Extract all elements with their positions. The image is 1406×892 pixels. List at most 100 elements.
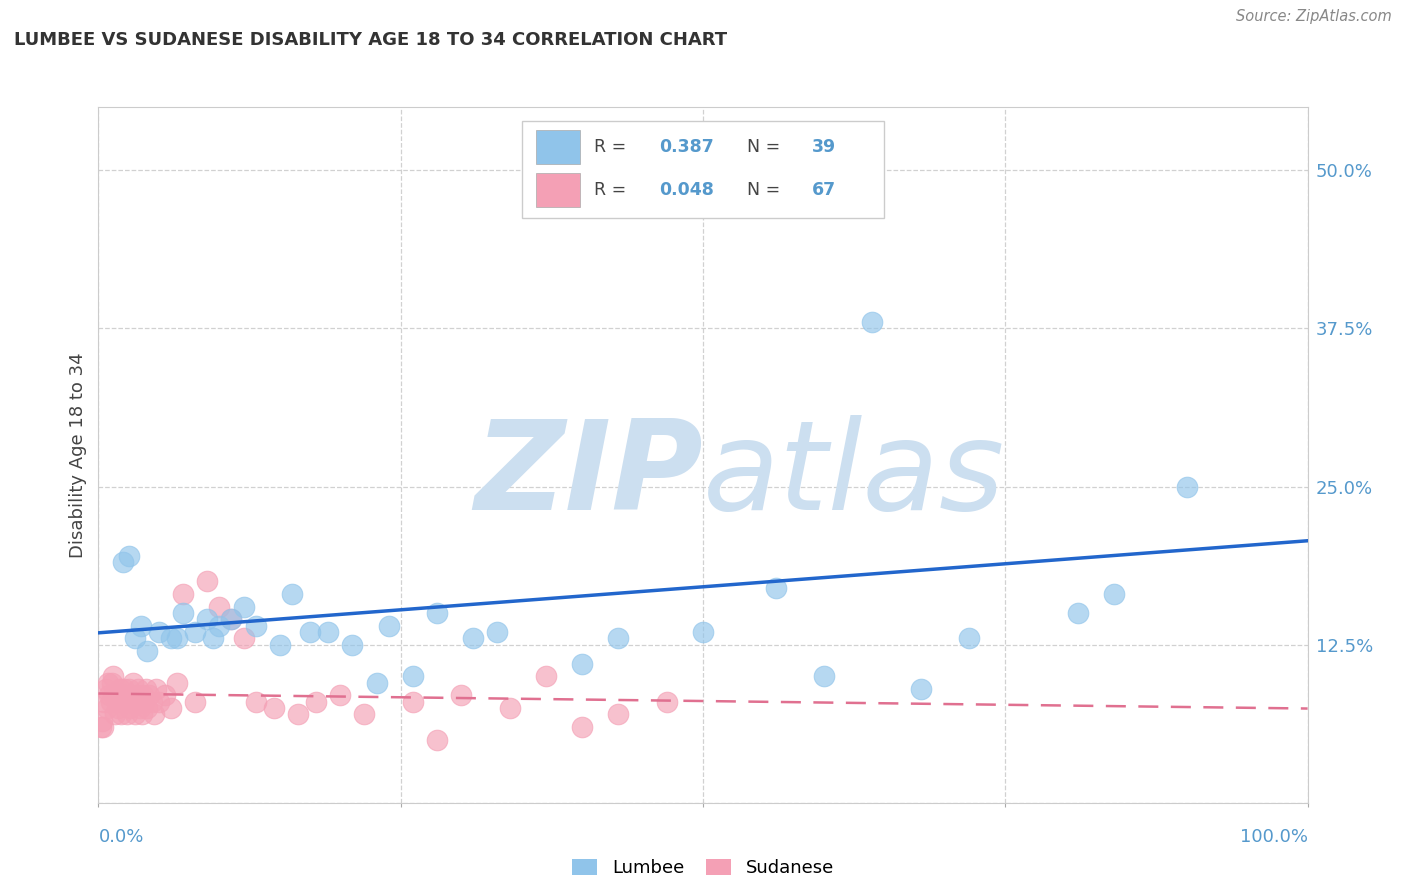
Point (107, 701, 129, 715)
Point (135, 701, 157, 715)
Point (263, 701, 285, 715)
Point (208, 618, 231, 632)
Point (94, 681, 117, 696)
Point (298, 625, 321, 640)
Point (571, 720, 593, 734)
Point (111, 695, 134, 709)
Point (426, 606, 449, 620)
Legend: Lumbee, Sudanese: Lumbee, Sudanese (565, 852, 841, 884)
Point (166, 675, 188, 690)
Point (692, 625, 714, 640)
Point (607, 632, 630, 646)
Point (486, 625, 509, 640)
Point (112, 681, 135, 696)
Point (114, 688, 136, 702)
Point (131, 707, 153, 722)
Point (145, 681, 167, 696)
Point (128, 701, 150, 715)
Point (160, 632, 183, 646)
Text: LUMBEE VS SUDANESE DISABILITY AGE 18 TO 34 CORRELATION CHART: LUMBEE VS SUDANESE DISABILITY AGE 18 TO … (14, 31, 727, 49)
Point (172, 587, 194, 601)
Point (118, 701, 141, 715)
Point (1102, 587, 1125, 601)
Point (118, 681, 141, 696)
Point (90, 720, 112, 734)
Point (108, 681, 131, 696)
Point (353, 707, 375, 722)
Point (765, 581, 787, 595)
Point (103, 688, 125, 702)
Point (141, 695, 163, 709)
Point (1175, 479, 1198, 493)
Point (148, 695, 170, 709)
Point (127, 681, 149, 696)
Point (221, 612, 243, 626)
Point (316, 625, 339, 640)
Point (184, 625, 207, 640)
Point (195, 612, 218, 626)
Point (571, 657, 593, 671)
Point (100, 695, 122, 709)
Point (426, 732, 449, 747)
Point (655, 695, 678, 709)
Point (208, 599, 231, 614)
Point (135, 681, 157, 696)
Point (135, 644, 157, 658)
Point (195, 574, 218, 589)
Text: atlas: atlas (703, 416, 1005, 536)
Point (125, 688, 148, 702)
Point (166, 632, 188, 646)
Point (644, 163, 666, 178)
Point (117, 707, 139, 722)
Point (129, 695, 152, 709)
Point (269, 638, 291, 652)
Point (221, 612, 243, 626)
Point (105, 695, 128, 709)
Point (463, 632, 485, 646)
Point (96, 701, 118, 715)
Point (91, 720, 114, 734)
Point (366, 675, 388, 690)
Point (127, 695, 149, 709)
Text: 0.0%: 0.0% (98, 828, 143, 846)
Point (100, 675, 122, 690)
Point (305, 695, 328, 709)
Point (534, 669, 557, 683)
Point (118, 549, 141, 563)
Point (98, 688, 121, 702)
Point (342, 638, 364, 652)
Point (329, 688, 352, 702)
Point (957, 632, 980, 646)
Point (104, 707, 127, 722)
Point (108, 688, 131, 702)
Point (97, 675, 120, 690)
Point (121, 695, 143, 709)
Point (91, 714, 114, 728)
Point (120, 688, 142, 702)
Point (287, 707, 309, 722)
Point (498, 701, 520, 715)
Point (202, 632, 225, 646)
Point (232, 599, 254, 614)
Point (607, 707, 630, 722)
Point (93, 695, 115, 709)
Point (184, 695, 207, 709)
Point (232, 632, 254, 646)
Point (124, 707, 146, 722)
Point (160, 701, 183, 715)
Point (110, 707, 132, 722)
Point (813, 669, 835, 683)
Point (245, 695, 267, 709)
Point (402, 669, 425, 683)
Text: Source: ZipAtlas.com: Source: ZipAtlas.com (1236, 9, 1392, 24)
Point (111, 556, 134, 570)
Point (245, 618, 267, 632)
Point (1067, 606, 1090, 620)
Point (143, 707, 166, 722)
Point (153, 688, 176, 702)
Point (377, 618, 399, 632)
Point (910, 681, 932, 696)
Point (115, 695, 138, 709)
Text: 100.0%: 100.0% (1240, 828, 1308, 846)
Y-axis label: Disability Age 18 to 34: Disability Age 18 to 34 (69, 352, 87, 558)
